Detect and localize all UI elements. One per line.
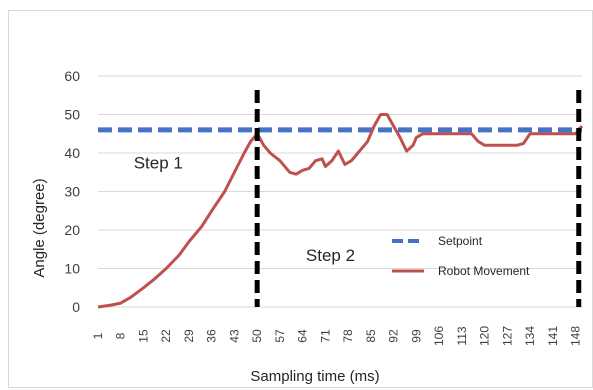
x-tick-label: 127 — [500, 326, 514, 346]
x-axis-ticks: 1 8 15 22 29 36 43 50 57 64 71 78 85 92 99 106 113 120 127… — [91, 326, 583, 346]
x-tick-label: 29 — [182, 329, 196, 343]
legend: Setpoint Robot Movement — [392, 234, 530, 278]
series-line-robot-movement — [97, 113, 584, 309]
y-tick-label: 40 — [64, 145, 80, 161]
marker-layer — [254, 90, 582, 307]
x-tick-label: 148 — [569, 326, 583, 346]
y-tick-label: 10 — [64, 261, 80, 277]
x-tick-label: 22 — [159, 329, 173, 343]
y-axis-ticks: 0 10 20 30 40 50 60 — [64, 68, 80, 315]
legend-label: Robot Movement — [438, 264, 530, 278]
x-tick-label: 141 — [546, 326, 560, 346]
y-tick-label: 20 — [64, 222, 80, 238]
x-tick-label: 71 — [318, 329, 332, 343]
y-tick-label: 60 — [64, 68, 80, 84]
annotation-step-2: Step 2 — [306, 246, 355, 265]
x-tick-label: 106 — [432, 326, 446, 346]
y-axis-title: Angle (degree) — [31, 178, 48, 277]
legend-label: Setpoint — [438, 234, 483, 248]
x-tick-label: 50 — [250, 329, 264, 343]
x-tick-label: 99 — [409, 329, 423, 343]
x-tick-label: 64 — [296, 329, 310, 343]
x-tick-label: 57 — [273, 329, 287, 343]
chart-frame — [8, 10, 593, 388]
x-tick-label: 134 — [523, 326, 537, 346]
series-layer — [97, 113, 584, 309]
x-tick-label: 8 — [114, 332, 128, 339]
x-tick-label: 92 — [387, 329, 401, 343]
y-tick-label: 30 — [64, 184, 80, 200]
annotation-step-1: Step 1 — [134, 153, 183, 172]
y-tick-label: 0 — [72, 299, 80, 315]
x-tick-label: 78 — [341, 329, 355, 343]
x-tick-label: 36 — [205, 329, 219, 343]
x-tick-label: 113 — [455, 326, 469, 345]
x-tick-label: 85 — [364, 329, 378, 343]
x-tick-label: 43 — [227, 329, 241, 343]
annotations: Step 1 Step 2 — [134, 153, 355, 264]
y-tick-label: 50 — [64, 107, 80, 123]
x-tick-label: 1 — [91, 332, 105, 339]
x-tick-label: 120 — [478, 326, 492, 346]
x-axis-title: Sampling time (ms) — [250, 368, 379, 385]
x-tick-label: 15 — [136, 329, 150, 343]
